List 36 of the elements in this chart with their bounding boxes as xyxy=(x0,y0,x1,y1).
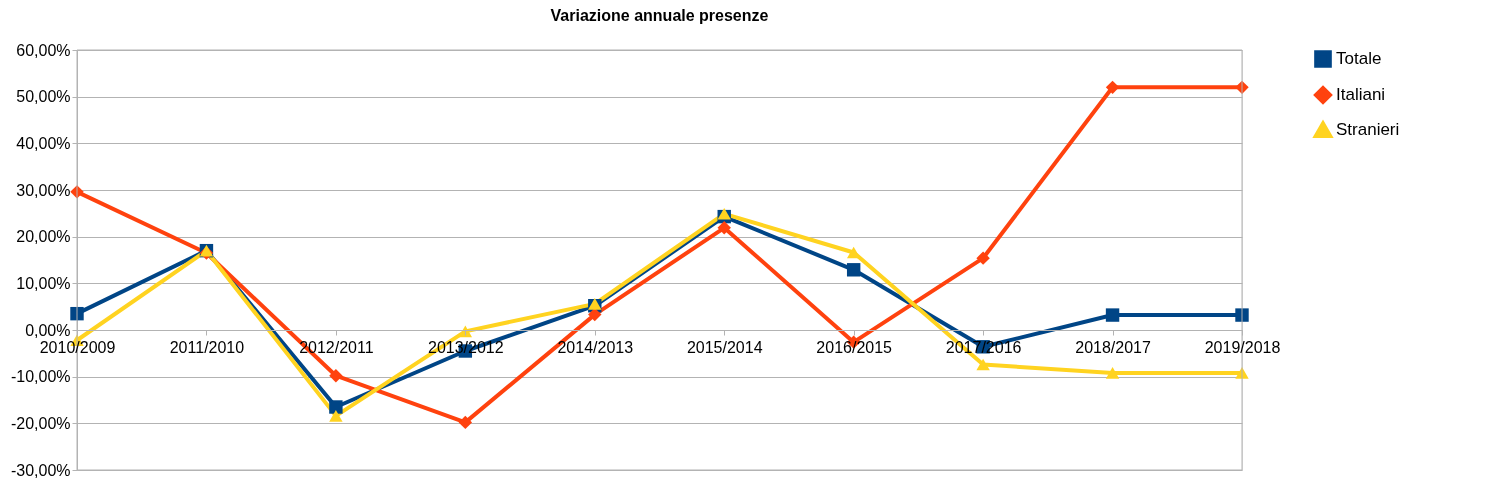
point xyxy=(846,263,861,277)
y-tick-label: -30,00% xyxy=(10,461,71,479)
x-tick-label: 2010/2009 xyxy=(39,338,116,356)
point xyxy=(458,415,473,430)
point xyxy=(329,400,343,414)
chart-title: Variazione annuale presenze xyxy=(550,7,769,24)
point xyxy=(976,251,990,265)
x-tick-label: 2015/2014 xyxy=(686,338,763,356)
y-tick-label: 30,00% xyxy=(16,181,71,199)
point xyxy=(1105,367,1120,379)
legend-label: Totale xyxy=(1336,49,1382,68)
y-tick-label: 60,00% xyxy=(16,41,71,59)
y-tick-label: -10,00% xyxy=(10,368,71,386)
point xyxy=(846,246,861,259)
y-tick-label: 10,00% xyxy=(16,274,71,292)
point xyxy=(329,369,343,383)
x-tick-label: 2011/2010 xyxy=(169,338,245,356)
y-tick-label: 0,00% xyxy=(25,321,71,339)
legend-label: Stranieri xyxy=(1336,120,1400,139)
y-tick-label: -20,00% xyxy=(10,414,71,432)
x-tick-label: 2014/2013 xyxy=(557,338,634,356)
y-tick-label: 40,00% xyxy=(16,134,71,152)
y-tick-label: 20,00% xyxy=(16,228,71,246)
point xyxy=(717,207,731,220)
x-tick-label: 2019/2018 xyxy=(1204,338,1281,356)
y-tick-label: 50,00% xyxy=(16,88,71,106)
point xyxy=(976,358,990,371)
x-tick-label: 2018/2017 xyxy=(1075,338,1151,356)
point xyxy=(588,307,602,322)
point xyxy=(717,221,731,235)
point xyxy=(329,410,343,422)
point xyxy=(1105,80,1120,95)
legend-label: Italiani xyxy=(1336,85,1386,104)
x-tick-label: 2016/2015 xyxy=(816,338,893,356)
point xyxy=(1235,308,1249,322)
point xyxy=(1105,308,1120,322)
